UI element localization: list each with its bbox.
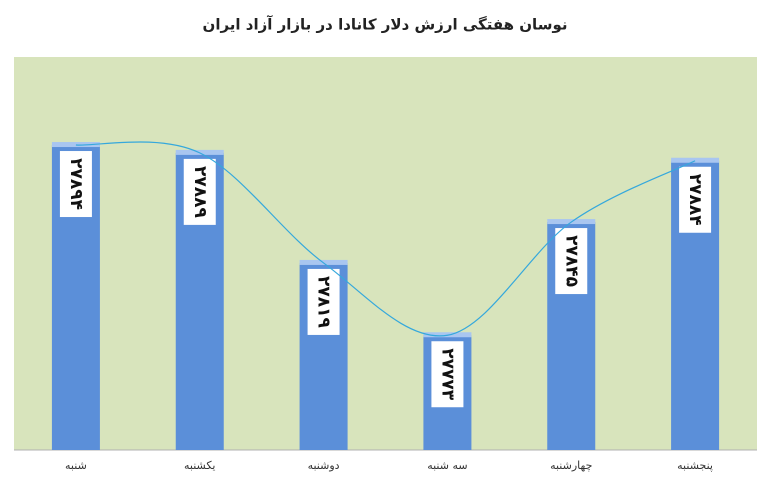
value-label-box	[59, 151, 92, 218]
value-label-box	[307, 268, 340, 335]
x-tick-label: سه شنبه	[427, 459, 467, 472]
plot-area	[14, 57, 757, 450]
value-label: ۲۷۸۹۴	[66, 158, 86, 210]
value-label-box	[679, 166, 712, 233]
trend-line	[75, 141, 696, 337]
value-label-box	[431, 341, 464, 408]
x-tick-label: شنبه	[65, 459, 87, 472]
value-label: ۲۷۸۱۹	[314, 276, 334, 329]
bar-top	[51, 142, 100, 148]
value-label: ۲۷۷۷۳	[437, 348, 457, 401]
x-tick-label: چهارشنبه	[550, 459, 592, 472]
value-label: ۲۷۸۸۹	[190, 166, 210, 219]
bar-top	[671, 157, 720, 163]
chart-title: نوسان هفتگی ارزش دلار کانادا در بازار آز…	[203, 16, 568, 34]
value-label-box	[555, 228, 588, 295]
value-label: ۲۷۸۴۵	[561, 235, 581, 287]
x-tick-label: دوشنبه	[308, 459, 340, 472]
value-label: ۲۷۸۸۴	[685, 174, 705, 226]
x-tick-label: پنجشنبه	[677, 459, 713, 472]
value-label-box	[183, 158, 216, 225]
x-tick-label: یکشنبه	[184, 459, 216, 472]
